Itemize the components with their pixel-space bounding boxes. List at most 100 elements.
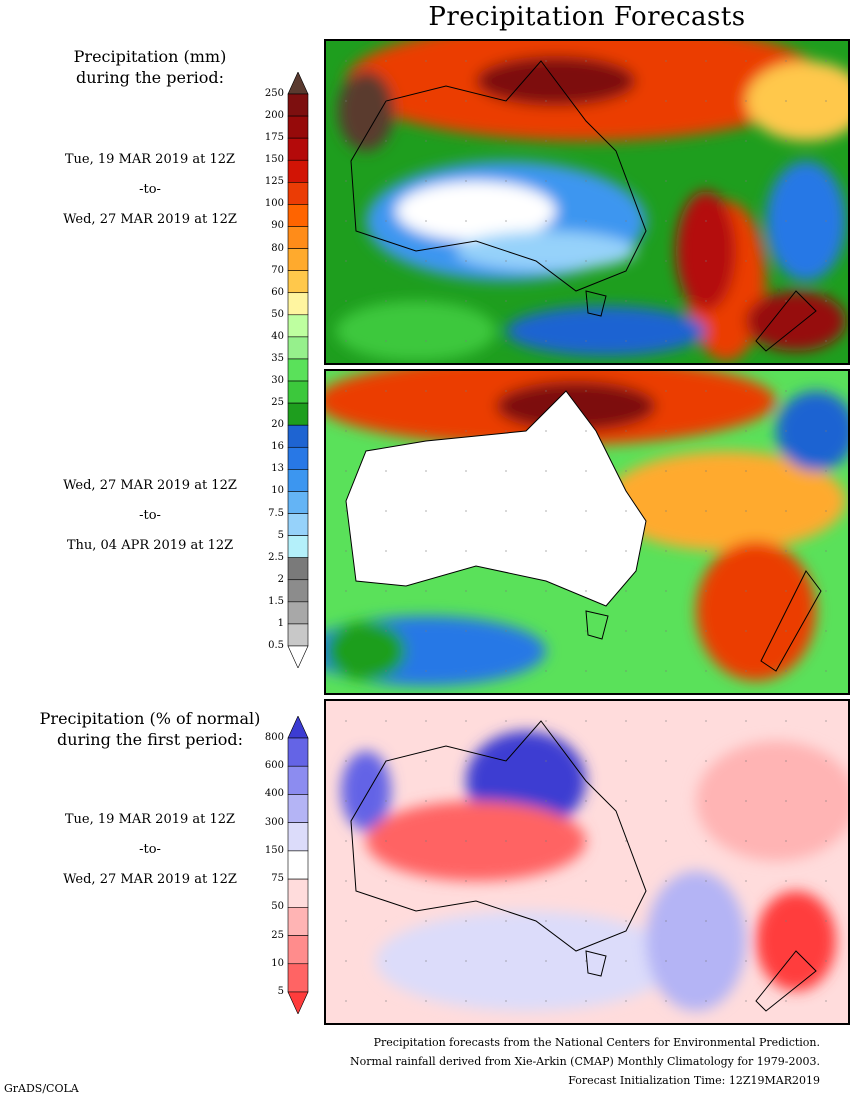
- precip-colorbar-segment: [287, 314, 309, 338]
- precip-colorbar-top-arrow: [287, 72, 309, 95]
- pct-heading-line1: Precipitation (% of normal): [39, 709, 261, 728]
- pct-colorbar-bottom-arrow: [287, 991, 309, 1014]
- precip-colorbar-label: 150: [264, 154, 284, 166]
- pct-colorbar-segment: [287, 794, 309, 823]
- precip-colorbar-segment: [287, 226, 309, 249]
- precip-colorbar-segment: [287, 557, 309, 581]
- software-credit: GrADS/COLA: [4, 1082, 79, 1095]
- precip-colorbar-label: 7.5: [268, 507, 284, 519]
- precip-colorbar-label: 80: [271, 242, 284, 254]
- precip-colorbar-segment: [287, 535, 309, 558]
- footer-line1: Precipitation forecasts from the Nationa…: [373, 1036, 820, 1049]
- period1-end: Wed, 27 MAR 2019 at 12Z: [63, 212, 237, 227]
- precip-map-1: [326, 41, 848, 363]
- precip-colorbar-segment: [287, 115, 309, 139]
- precip-colorbar-label: 60: [271, 286, 284, 298]
- map-panel-period1: [324, 39, 850, 365]
- pct-colorbar-label: 800: [264, 732, 284, 743]
- precip-colorbar-segment: [287, 248, 309, 271]
- precip-colorbar-label: 30: [271, 375, 284, 387]
- precip-colorbar-label: 13: [271, 463, 284, 475]
- precip-colorbar-label: 250: [264, 88, 284, 99]
- precip-colorbar-segment: [287, 601, 309, 625]
- pct-colorbar-label: 400: [264, 788, 284, 800]
- pct-colorbar-segment: [287, 963, 309, 993]
- pct-colorbar-label: 600: [264, 760, 284, 772]
- precip-colorbar-segment: [287, 424, 309, 448]
- precip-colorbar-graphic: [287, 72, 309, 668]
- precip-colorbar-segment: [287, 204, 309, 227]
- precip-colorbar-segment: [287, 292, 309, 316]
- precip-colorbar-label: 90: [271, 220, 284, 232]
- precip-colorbar-label: 70: [271, 264, 284, 276]
- precip-colorbar-segment: [287, 182, 309, 205]
- amount-heading: Precipitation (mm) during the period:: [40, 46, 260, 88]
- precip-colorbar-label: 175: [264, 132, 284, 144]
- precip-colorbar-label: 5: [277, 529, 284, 541]
- precip-colorbar-label: 10: [271, 485, 284, 497]
- precip-colorbar-segment: [287, 93, 309, 117]
- precip-map-2: [326, 371, 848, 693]
- precip-colorbar-bottom-arrow: [287, 645, 309, 668]
- amount-heading-line2: during the period:: [76, 68, 224, 87]
- pct-colorbar-label: 50: [271, 901, 284, 913]
- pct-colorbar-label: 300: [264, 816, 284, 828]
- pct-colorbar-segment: [287, 907, 309, 936]
- period3-sep: -to-: [139, 842, 161, 857]
- precip-colorbar: 250 200 175 150 125 100 90 80 70 60 50 40 35 30 25 20 16…: [256, 72, 316, 668]
- precip-colorbar-label: 200: [264, 110, 284, 122]
- pct-colorbar-segment: [287, 850, 309, 880]
- precip-colorbar-segment: [287, 270, 309, 294]
- precip-colorbar-label: 0.5: [268, 640, 284, 651]
- pct-colorbar-segment: [287, 765, 309, 795]
- pct-colorbar-graphic: [287, 716, 309, 1014]
- precip-colorbar-label: 1: [277, 617, 284, 629]
- period2-end: Thu, 04 APR 2019 at 12Z: [66, 538, 234, 553]
- footer-line3: Forecast Initialization Time: 12Z19MAR20…: [568, 1074, 820, 1087]
- precip-colorbar-label: 35: [271, 352, 284, 364]
- precip-colorbar-segment: [287, 159, 309, 183]
- pct-colorbar-label: 5: [277, 986, 284, 997]
- pct-colorbar-label: 75: [271, 873, 284, 885]
- pct-colorbar-segment: [287, 822, 309, 852]
- precip-colorbar-segment: [287, 579, 309, 603]
- period1-sep: -to-: [139, 182, 161, 197]
- precip-colorbar-segment: [287, 402, 309, 426]
- precip-colorbar-segment: [287, 336, 309, 360]
- period2-start: Wed, 27 MAR 2019 at 12Z: [63, 478, 237, 493]
- pct-colorbar-segment: [287, 935, 309, 965]
- period1-start: Tue, 19 MAR 2019 at 12Z: [64, 152, 236, 167]
- precip-colorbar-label: 100: [264, 198, 284, 210]
- pct-heading: Precipitation (% of normal) during the f…: [30, 708, 270, 750]
- pct-colorbar-segment: [287, 878, 309, 908]
- pct-map: [326, 701, 848, 1023]
- precip-colorbar-label: 16: [271, 441, 284, 453]
- precip-colorbar-segment: [287, 380, 309, 404]
- precip-colorbar-label: 50: [271, 308, 284, 320]
- pct-heading-line2: during the first period:: [56, 730, 244, 749]
- precip-colorbar-label: 1.5: [268, 595, 284, 607]
- map-panel-percent: [324, 699, 850, 1025]
- figure-title: Precipitation Forecasts: [428, 2, 746, 32]
- precip-colorbar-segment: [287, 623, 309, 647]
- pct-colorbar-label: 150: [264, 844, 284, 856]
- period3-end: Wed, 27 MAR 2019 at 12Z: [63, 872, 237, 887]
- period3-start: Tue, 19 MAR 2019 at 12Z: [64, 812, 236, 827]
- precip-colorbar-segment: [287, 446, 309, 470]
- map-panel-period2: [324, 369, 850, 695]
- precip-colorbar-segment: [287, 513, 309, 536]
- footer-line2: Normal rainfall derived from Xie-Arkin (…: [350, 1055, 820, 1068]
- pct-colorbar-label: 10: [271, 957, 284, 969]
- pct-colorbar-top-arrow: [287, 716, 309, 739]
- precip-colorbar-segment: [287, 469, 309, 492]
- precip-colorbar-label: 25: [271, 397, 284, 409]
- precip-colorbar-label: 2.5: [268, 551, 284, 563]
- pct-colorbar-segment: [287, 737, 309, 767]
- precip-colorbar-label: 20: [271, 419, 284, 431]
- pct-colorbar-label: 25: [271, 929, 284, 941]
- precip-colorbar-segment: [287, 137, 309, 161]
- amount-heading-line1: Precipitation (mm): [73, 47, 227, 66]
- footer-notes: Precipitation forecasts from the Nationa…: [350, 1033, 820, 1090]
- pct-colorbar: 800 600 400 300 150 75 50 25 10 5: [256, 716, 316, 1014]
- precip-colorbar-label: 125: [264, 176, 284, 188]
